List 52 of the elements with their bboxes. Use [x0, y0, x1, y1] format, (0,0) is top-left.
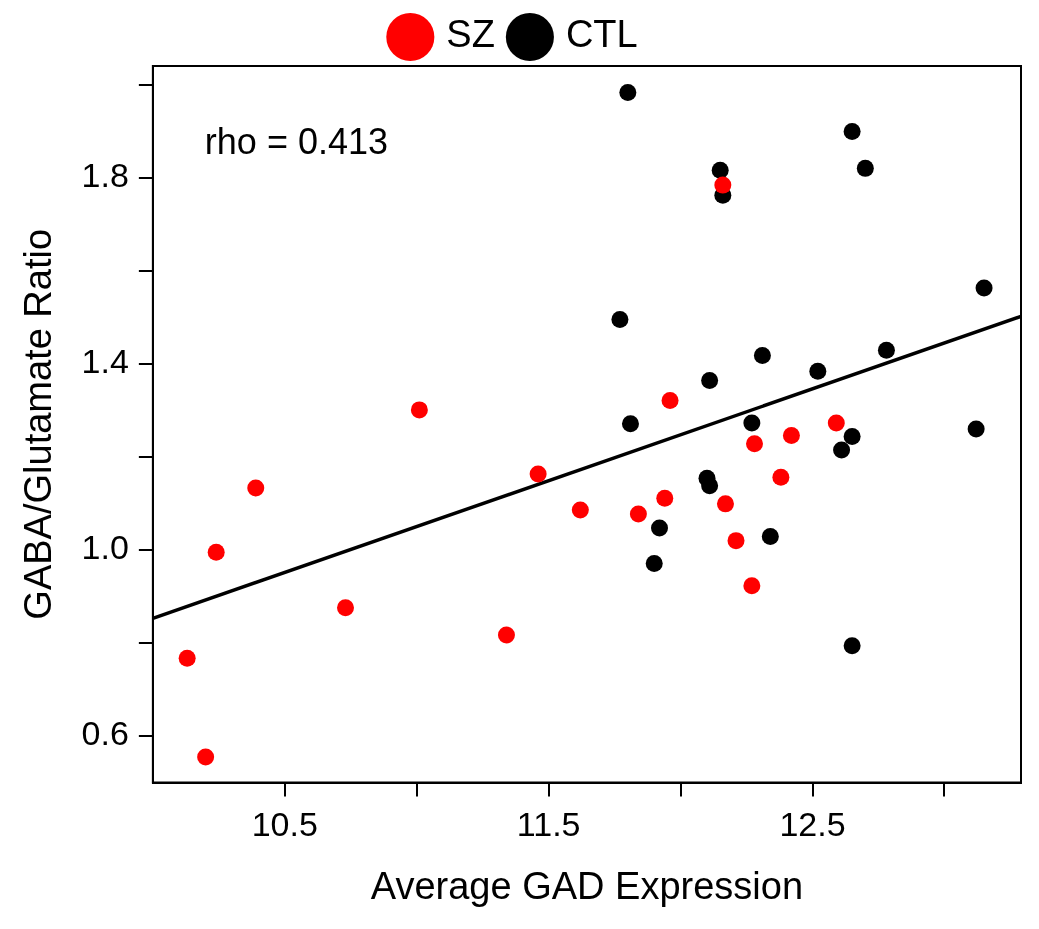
point	[621, 415, 639, 433]
legend-label: CTL	[565, 13, 638, 56]
x-tick-label: 11.5	[516, 805, 581, 844]
point	[877, 341, 895, 359]
point	[761, 527, 779, 545]
point	[497, 626, 515, 644]
point	[782, 426, 800, 444]
point	[843, 123, 861, 141]
point	[178, 649, 196, 667]
point	[651, 519, 668, 537]
point	[727, 532, 745, 550]
y-axis-title: GABA/Glutamate Ratio	[17, 228, 60, 620]
point	[827, 414, 845, 432]
y-tick-label: 1.4	[81, 342, 129, 381]
point	[716, 495, 734, 513]
point	[207, 543, 225, 561]
point	[197, 748, 215, 766]
point	[753, 346, 771, 364]
point	[701, 477, 719, 495]
point	[629, 505, 647, 523]
point	[410, 401, 428, 419]
legend-label: SZ	[446, 13, 495, 56]
point	[656, 489, 674, 507]
point	[247, 479, 265, 497]
point	[529, 465, 547, 483]
point	[809, 362, 827, 380]
point	[967, 420, 985, 438]
x-axis-title: Average GAD Expression	[370, 864, 804, 907]
point	[701, 372, 719, 390]
point	[619, 84, 637, 102]
point	[975, 279, 993, 297]
x-tick-label: 10.5	[251, 805, 318, 844]
y-tick-label: 0.6	[81, 714, 129, 753]
point	[714, 176, 732, 194]
point	[856, 159, 874, 177]
point	[843, 637, 861, 655]
y-tick-label: 1.0	[81, 528, 129, 567]
point	[743, 414, 761, 432]
y-tick-label: 1.8	[81, 156, 129, 195]
point	[571, 501, 589, 519]
point	[743, 577, 761, 595]
x-tick-label: 12.5	[779, 805, 846, 844]
point	[611, 311, 629, 329]
point	[772, 468, 790, 486]
point	[843, 427, 861, 445]
point	[661, 392, 679, 410]
point	[833, 441, 851, 459]
point	[645, 554, 663, 572]
point	[336, 599, 354, 617]
annotation: rho = 0.413	[204, 120, 389, 162]
point	[711, 161, 729, 179]
point	[745, 435, 763, 453]
